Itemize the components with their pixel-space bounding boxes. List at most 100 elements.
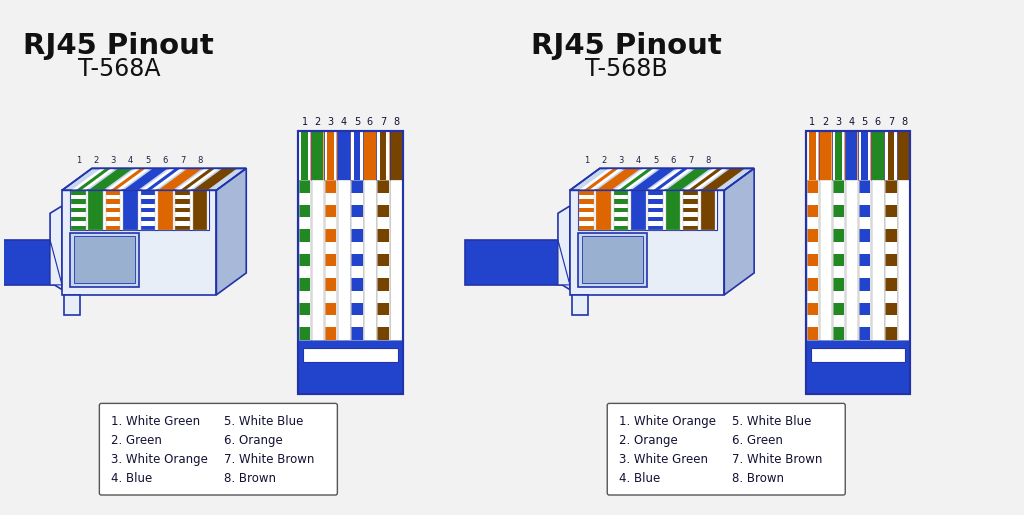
Bar bbox=[683, 190, 697, 230]
Polygon shape bbox=[596, 168, 641, 190]
Bar bbox=[325, 180, 337, 340]
Polygon shape bbox=[558, 240, 570, 285]
Bar bbox=[175, 226, 189, 230]
Bar bbox=[859, 180, 870, 340]
Polygon shape bbox=[76, 168, 111, 190]
Bar bbox=[299, 205, 310, 217]
Bar bbox=[648, 226, 664, 230]
Bar bbox=[158, 190, 172, 230]
Bar bbox=[807, 180, 818, 193]
Bar bbox=[140, 190, 156, 230]
Bar bbox=[807, 229, 818, 242]
Text: 2: 2 bbox=[314, 116, 321, 127]
Text: 7: 7 bbox=[888, 116, 894, 127]
Text: 6: 6 bbox=[671, 157, 676, 165]
Bar bbox=[71, 190, 86, 195]
Bar bbox=[833, 254, 845, 266]
Bar bbox=[613, 199, 629, 203]
Bar bbox=[613, 190, 629, 195]
Text: 7. White Brown: 7. White Brown bbox=[732, 453, 822, 466]
Bar bbox=[807, 254, 818, 266]
Text: 8. Brown: 8. Brown bbox=[224, 472, 275, 485]
Bar bbox=[325, 180, 337, 193]
Bar bbox=[648, 199, 664, 203]
Bar bbox=[859, 180, 870, 340]
Bar bbox=[631, 190, 646, 230]
Text: 8: 8 bbox=[393, 116, 399, 127]
Bar bbox=[859, 279, 870, 290]
Text: 3: 3 bbox=[111, 157, 116, 165]
Bar bbox=[351, 229, 362, 242]
Polygon shape bbox=[50, 240, 62, 285]
Bar bbox=[325, 254, 337, 266]
Bar bbox=[140, 199, 156, 203]
Text: 4. Blue: 4. Blue bbox=[112, 472, 153, 485]
Text: 3: 3 bbox=[836, 116, 842, 127]
Bar bbox=[885, 229, 897, 242]
Bar bbox=[833, 279, 845, 290]
Bar bbox=[806, 130, 910, 394]
Bar bbox=[338, 180, 349, 340]
Bar bbox=[299, 254, 310, 266]
Bar bbox=[885, 254, 897, 266]
Text: 2: 2 bbox=[601, 157, 606, 165]
Bar bbox=[806, 130, 910, 180]
Text: 6: 6 bbox=[163, 157, 168, 165]
Bar bbox=[328, 130, 334, 180]
Text: 2. Green: 2. Green bbox=[112, 434, 162, 447]
Bar bbox=[666, 190, 680, 230]
Bar bbox=[833, 229, 845, 242]
Bar bbox=[298, 180, 402, 340]
Bar bbox=[351, 303, 362, 315]
Bar bbox=[303, 348, 397, 362]
Bar bbox=[833, 328, 845, 340]
Bar bbox=[596, 190, 611, 230]
Bar bbox=[683, 217, 697, 221]
Text: 4: 4 bbox=[636, 157, 641, 165]
Bar bbox=[807, 205, 818, 217]
Bar bbox=[885, 180, 897, 193]
Bar bbox=[351, 180, 362, 193]
Bar bbox=[596, 190, 611, 230]
Bar bbox=[377, 254, 389, 266]
Bar bbox=[299, 328, 310, 340]
Bar bbox=[578, 190, 717, 230]
Bar bbox=[365, 180, 376, 340]
Bar bbox=[898, 130, 909, 180]
Bar bbox=[859, 328, 870, 340]
Bar bbox=[71, 217, 86, 221]
Bar bbox=[807, 180, 818, 340]
Bar bbox=[298, 340, 402, 394]
Bar bbox=[377, 279, 389, 290]
Text: 1: 1 bbox=[809, 116, 815, 127]
Bar bbox=[807, 328, 818, 340]
Polygon shape bbox=[50, 206, 62, 289]
Bar bbox=[377, 130, 389, 180]
Bar bbox=[820, 180, 831, 340]
Bar bbox=[833, 180, 845, 193]
Bar bbox=[806, 340, 910, 394]
Bar bbox=[105, 208, 121, 212]
Text: 8: 8 bbox=[706, 157, 711, 165]
Text: 6. Orange: 6. Orange bbox=[224, 434, 283, 447]
Polygon shape bbox=[558, 206, 570, 289]
Polygon shape bbox=[653, 168, 688, 190]
Bar bbox=[158, 190, 172, 230]
Bar bbox=[885, 328, 897, 340]
Bar bbox=[105, 190, 121, 195]
Bar bbox=[579, 190, 594, 195]
Text: 3: 3 bbox=[618, 157, 624, 165]
Bar bbox=[833, 205, 845, 217]
Bar bbox=[846, 130, 857, 180]
Bar bbox=[648, 190, 664, 195]
Bar bbox=[377, 229, 389, 242]
Bar bbox=[613, 208, 629, 212]
Bar bbox=[62, 190, 216, 295]
Bar bbox=[885, 279, 897, 290]
Bar bbox=[859, 180, 870, 193]
Text: 8: 8 bbox=[901, 116, 907, 127]
Bar bbox=[648, 217, 664, 221]
Bar bbox=[105, 226, 121, 230]
Bar bbox=[683, 190, 697, 230]
Bar bbox=[175, 190, 189, 230]
